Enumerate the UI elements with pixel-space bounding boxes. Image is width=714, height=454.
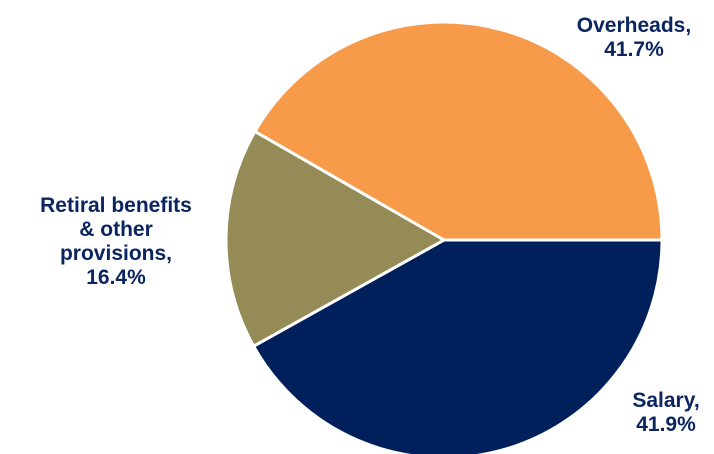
slice-label-line: Retiral benefits [40, 194, 192, 217]
pie-slices [224, 20, 664, 454]
slice-label-line: 16.4% [86, 266, 146, 289]
slice-label-overheads: Overheads, 41.7% [577, 14, 691, 61]
slice-label-retiral-benefits-other-provisions: Retiral benefits & other provisions, 16.4% [40, 194, 192, 289]
slice-label-line: provisions, [60, 242, 172, 265]
slice-label-line: Overheads, [577, 14, 691, 37]
pie-labels: Salary, 41.9% Retiral benefits & other provi… [40, 14, 700, 436]
pie-slice-retiral-benefits-other-provisions [224, 129, 446, 348]
slice-label-salary: Salary, 41.9% [632, 389, 699, 436]
slice-label-line: & other [79, 218, 153, 241]
pie-slice-overheads [253, 20, 664, 242]
slice-label-line: Salary, [632, 389, 699, 412]
slice-label-line: 41.7% [604, 38, 664, 61]
slice-label-line: 41.9% [636, 413, 696, 436]
pie-slice-salary [252, 238, 664, 454]
